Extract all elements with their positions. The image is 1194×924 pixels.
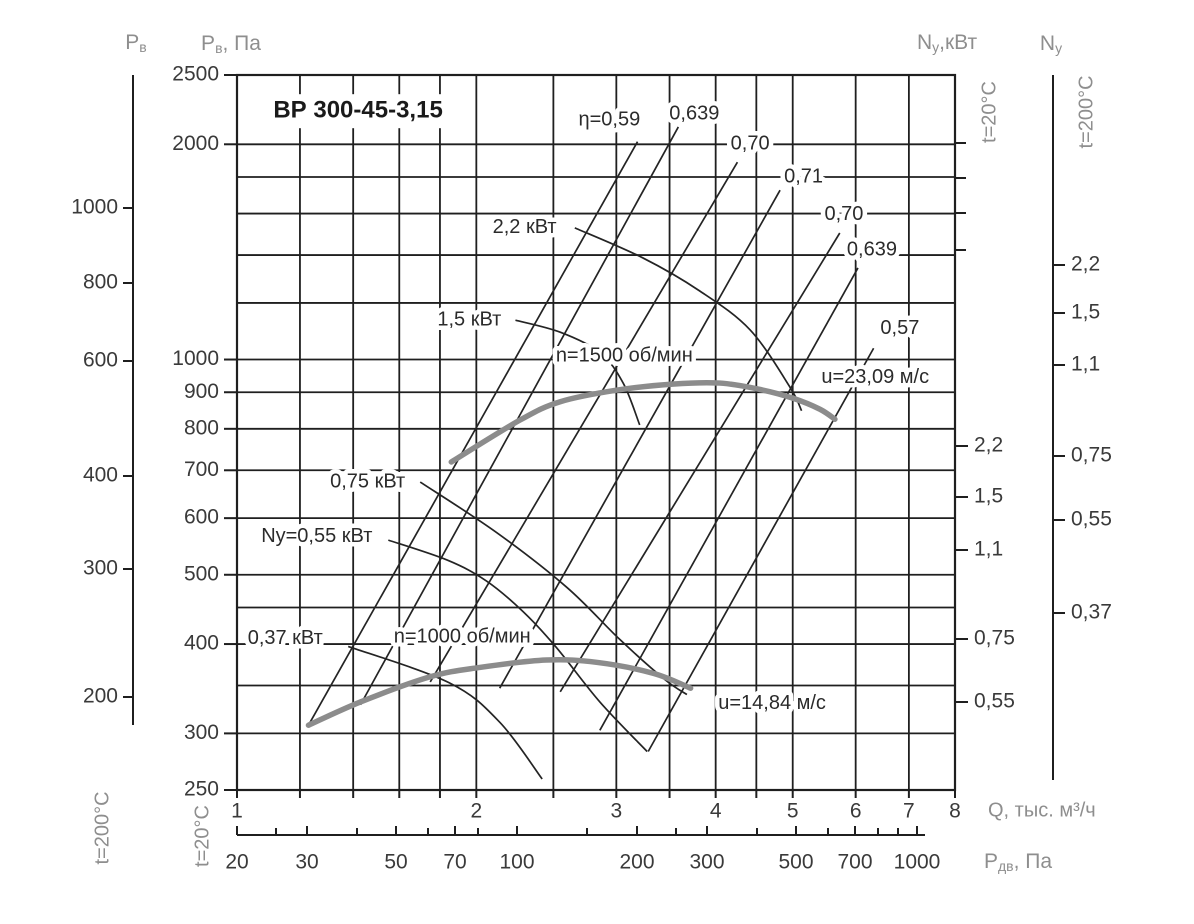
n200-tick-label: 2,2 [1071,253,1100,276]
efficiency-line [559,232,841,693]
pdv-tick-label: 500 [778,851,813,874]
p-axis-tick-label: 800 [184,416,219,439]
p-axis-tick-label: 600 [184,506,219,529]
q-tick-label: 5 [787,800,799,823]
efficiency-line [429,161,739,683]
efficiency-label: η=0,59 [578,109,640,131]
n20-temp-label: t=20°C [978,81,1000,143]
efficiency-label: 0,639 [847,238,897,260]
pv-hot-tick-label: 800 [83,271,118,294]
pdv-tick-label: 30 [295,851,318,874]
efficiency-label: 0,639 [669,103,719,125]
speed-curves [305,379,838,728]
p-axis-tick-label: 1000 [172,347,219,370]
n20-axis-name: Nу,кВт [917,31,978,55]
pv-hot-temp-label: t=200°C [91,791,113,864]
power-label: 0,75 кВт [330,470,405,492]
pdv-tick-label: 20 [225,851,248,874]
n20-tick-label: 1,1 [974,538,1003,561]
speed-label: n=1500 об/мин [556,345,693,367]
pdv-axis-name: Pдв, Па [984,850,1052,874]
n200-temp-label: t=200°C [1075,75,1097,148]
q-tick-label: 4 [710,800,722,823]
pv-hot-tick-label: 400 [83,464,118,487]
q-tick-label: 7 [903,800,915,823]
power-curve [347,645,543,780]
power-curve [574,227,803,412]
efficiency-label: 0,57 [880,317,919,339]
efficiency-label: 0,70 [731,133,770,155]
p-axis-tick-label: 2000 [172,132,219,155]
n200-tick-label: 0,55 [1071,508,1112,531]
power-label: 2,2 кВт [493,216,557,238]
q-axis-name: Q, тыс. м³/ч [988,799,1096,821]
power-curve [388,539,648,753]
n200-tick-label: 1,5 [1071,301,1100,324]
u-speed-label: u=14,84 м/с [718,692,826,714]
pv-hot-tick-label: 300 [83,557,118,580]
efficiency-line [307,141,639,726]
pdv-tick-label: 300 [689,851,724,874]
efficiency-line [498,189,781,689]
p-axis-tick-label: 700 [184,458,219,481]
p-axis-tick-label: 250 [184,778,219,801]
n200-tick-label: 0,75 [1071,444,1112,467]
n20-tick-label: 1,5 [974,485,1003,508]
power-curves [347,227,803,780]
pdv-tick-label: 70 [443,851,466,874]
n200-axis-name: Nу [1040,32,1062,56]
pdv-tick-label: 200 [619,851,654,874]
efficiency-lines [307,126,875,752]
plot-border [235,73,957,792]
title-mask [260,94,457,129]
q-tick-label: 6 [850,800,862,823]
speed-label: n=1000 об/мин [394,625,531,647]
efficiency-line [359,126,680,706]
n20-tick-label: 0,55 [974,690,1015,713]
speed-curve-n1500 [448,379,838,465]
pv-hot-tick-label: 600 [83,349,118,372]
power-curve [515,319,641,426]
p-axis-tick-label: 900 [184,380,219,403]
pdv-tick-label: 1000 [894,851,941,874]
p-axis-name: Pв, Па [201,32,261,56]
pv-hot-tick-label: 1000 [71,196,118,219]
u-speed-label: u=23,09 м/с [821,366,929,388]
n20-tick-label: 2,2 [974,434,1003,457]
pdv-tick-label: 100 [499,851,534,874]
chart-title: ВР 300-45-3,15 [273,97,442,124]
axes [123,74,1065,836]
speed-curve-n1000 [305,656,694,728]
pdv-tick-label: 700 [837,851,872,874]
n20-tick-label: 0,75 [974,627,1015,650]
pv-hot-tick-label: 200 [83,685,118,708]
power-label: Nу=0,55 кВт [261,525,372,547]
p-axis-temp-label: t=20°C [191,805,213,867]
power-label: 0,37 кВт [248,627,323,649]
efficiency-label: 0,70 [824,203,863,225]
pv-hot-axis-name: Pв [125,31,146,55]
n200-tick-label: 1,1 [1071,353,1100,376]
q-tick-label: 3 [610,800,622,823]
p-axis-tick-label: 300 [184,721,219,744]
p-axis-tick-label: 400 [184,632,219,655]
efficiency-line [599,267,859,731]
pdv-tick-label: 50 [384,851,407,874]
p-axis-tick-label: 500 [184,562,219,585]
power-label: 1,5 кВт [437,308,501,330]
n200-tick-label: 0,37 [1071,601,1112,624]
q-tick-label: 8 [949,800,961,823]
p-axis-tick-label: 2500 [172,63,219,86]
efficiency-label: 0,71 [784,165,823,187]
q-tick-label: 1 [231,800,243,823]
q-tick-label: 2 [470,800,482,823]
